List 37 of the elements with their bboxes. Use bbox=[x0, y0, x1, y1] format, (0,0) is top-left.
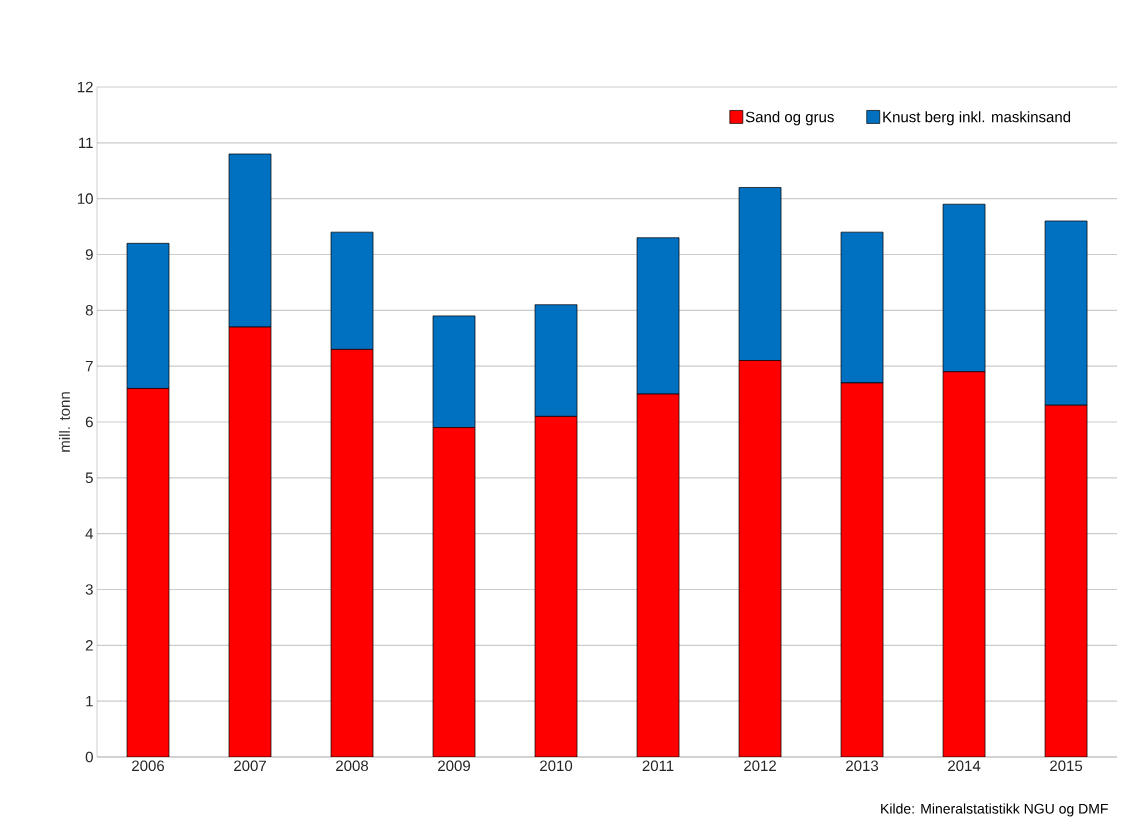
y-tick-label: 12 bbox=[77, 81, 93, 93]
y-tick-label: 1 bbox=[86, 696, 93, 707]
y-axis-title: mill. tonn bbox=[58, 392, 70, 452]
y-tick-label: 5 bbox=[85, 472, 93, 484]
legend-label: Sand og grus bbox=[745, 111, 834, 126]
bar bbox=[738, 360, 782, 757]
y-tick-label: 11 bbox=[79, 137, 93, 148]
x-tick-label: 2013 bbox=[846, 760, 879, 772]
x-tick-label: 2011 bbox=[642, 760, 674, 772]
bar bbox=[330, 349, 374, 757]
bar bbox=[636, 393, 680, 757]
bar bbox=[840, 382, 884, 757]
y-tick-label: 9 bbox=[85, 249, 93, 260]
legend-label: Knust berg inkl. maskinsand bbox=[883, 111, 1071, 126]
y-tick-label: 3 bbox=[85, 584, 93, 595]
x-tick-label: 2006 bbox=[132, 760, 165, 772]
x-tick-label: 2009 bbox=[438, 760, 470, 772]
y-tick-label: 8 bbox=[85, 305, 93, 316]
bar bbox=[432, 427, 476, 757]
x-tick-label: 2014 bbox=[948, 760, 981, 772]
bar bbox=[1044, 404, 1088, 757]
text: Kilde: Mineralstatistikk NGU og DMF bbox=[881, 803, 1108, 817]
x-tick-label: 2012 bbox=[744, 760, 776, 772]
x-tick-label: 2015 bbox=[1050, 760, 1083, 772]
x-tick-label: 2010 bbox=[540, 760, 573, 772]
y-tick-label: 4 bbox=[85, 528, 94, 539]
bar bbox=[228, 326, 272, 757]
bar bbox=[942, 371, 986, 757]
x-tick-label: 2007 bbox=[234, 760, 266, 772]
y-tick-label: 6 bbox=[85, 416, 93, 428]
y-tick-label: 2 bbox=[85, 640, 93, 651]
y-tick-label: 0 bbox=[85, 751, 93, 763]
x-tick-label: 2008 bbox=[336, 760, 369, 772]
bar bbox=[126, 388, 170, 757]
y-tick-label: 7 bbox=[85, 361, 93, 372]
bar bbox=[534, 416, 578, 757]
y-tick-label: 10 bbox=[77, 193, 93, 204]
